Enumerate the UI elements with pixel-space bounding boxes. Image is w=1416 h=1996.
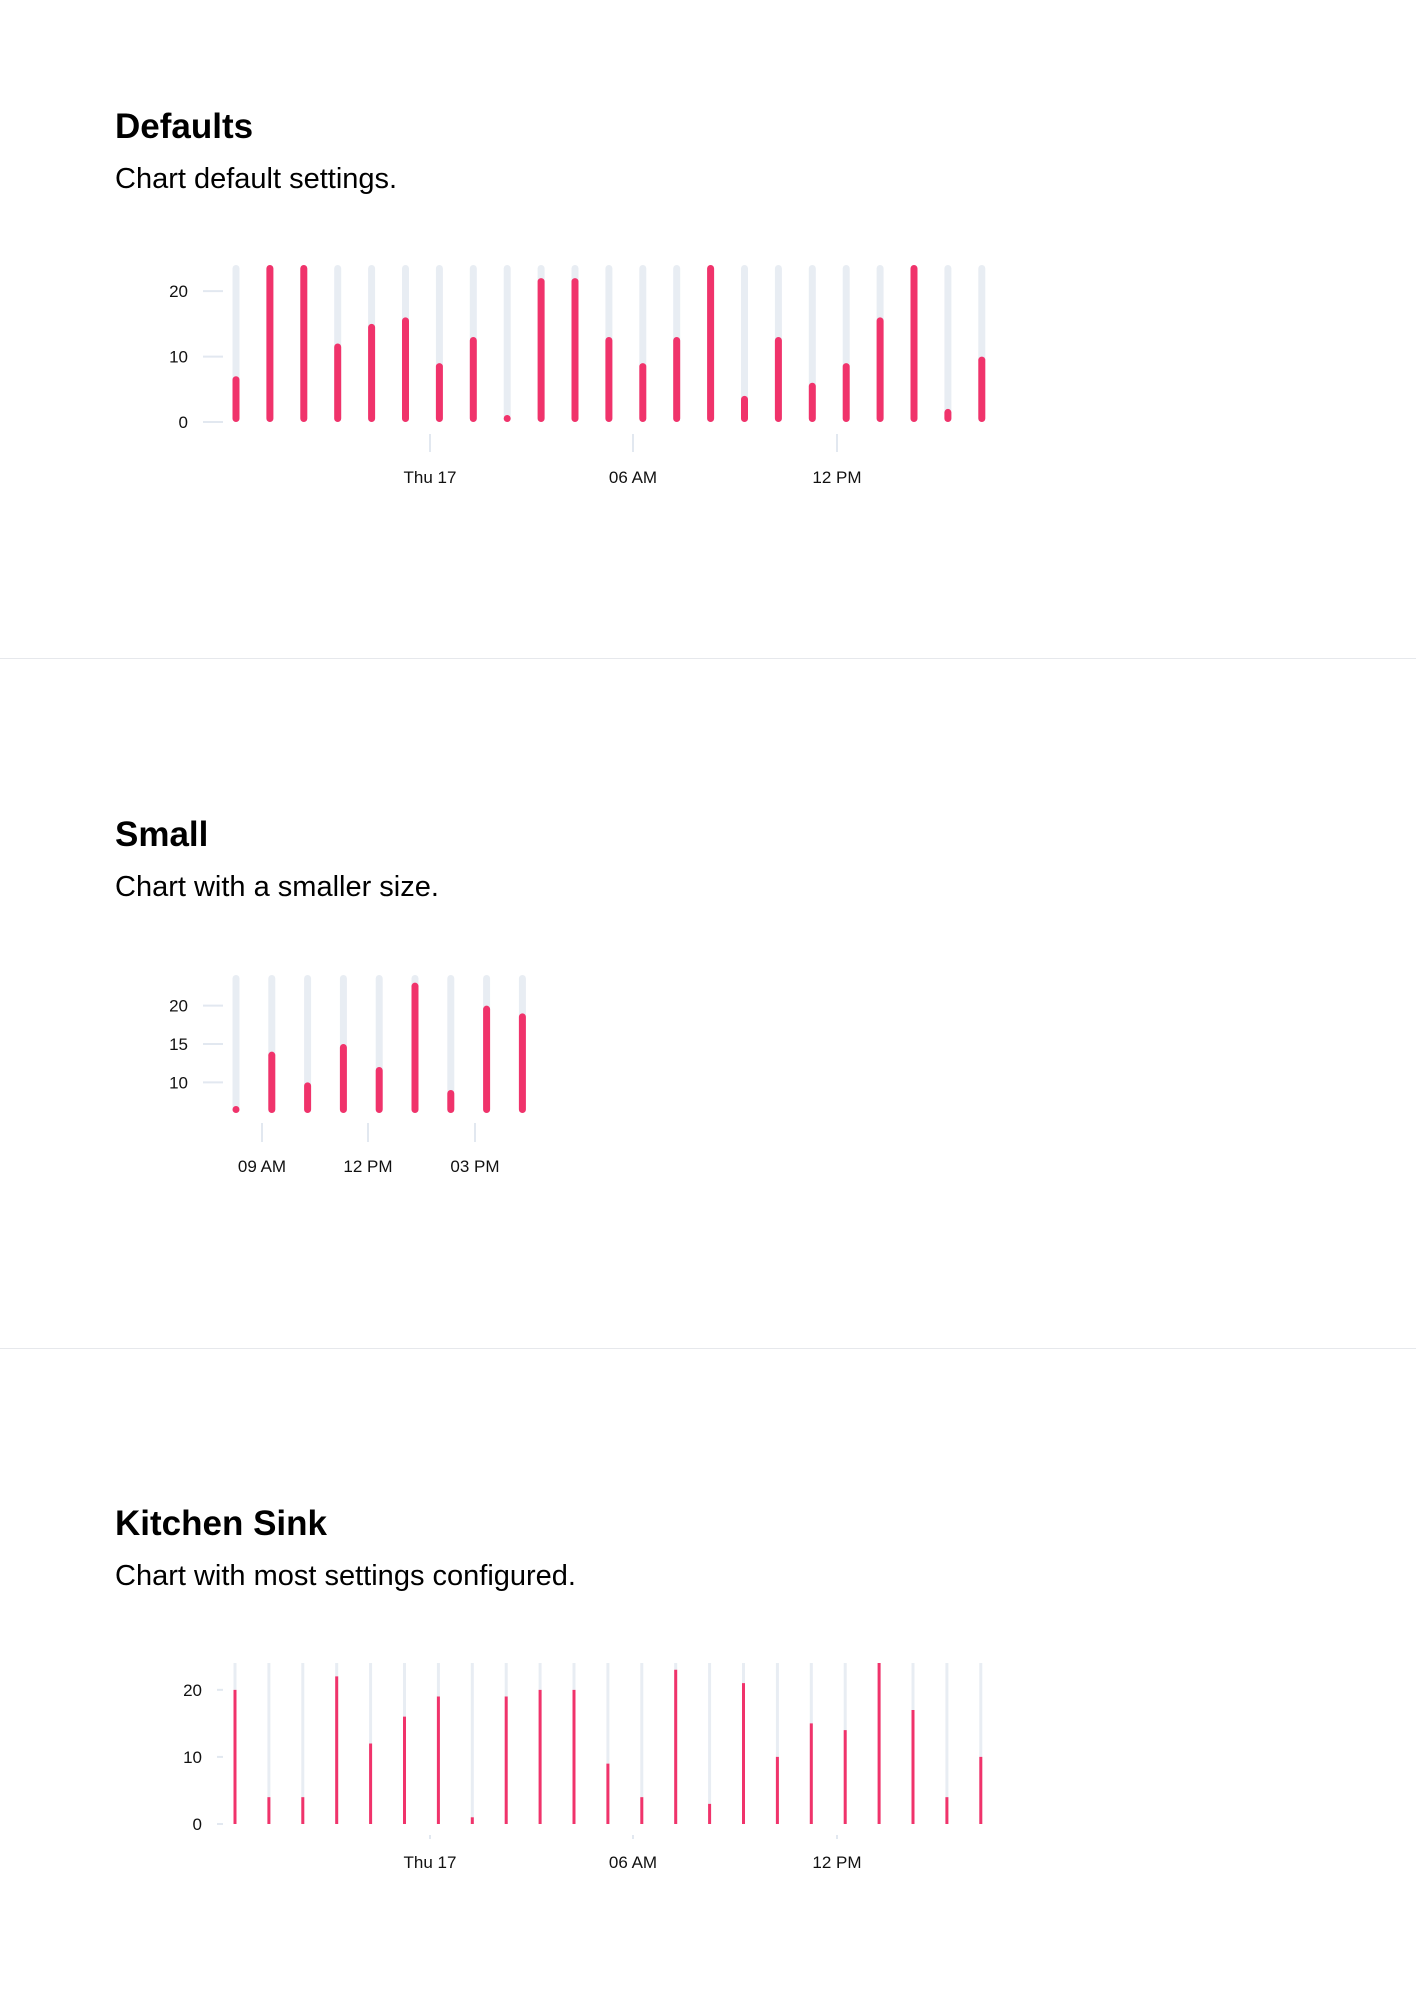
y-axis-tick-label: 0 bbox=[179, 413, 188, 432]
y-axis-tick-label: 15 bbox=[169, 1035, 188, 1054]
section-title: Kitchen Sink bbox=[115, 1504, 327, 1543]
x-axis-tick-label: 06 AM bbox=[609, 1853, 657, 1872]
x-axis-tick-label: Thu 17 bbox=[404, 1853, 457, 1872]
x-axis-tick-label: Thu 17 bbox=[404, 468, 457, 487]
x-axis-tick-label: 12 PM bbox=[812, 1853, 861, 1872]
y-axis-tick-label: 10 bbox=[169, 348, 188, 367]
bar-chart-defaults: 0 10 20 Thu 17 06 AM 12 PM bbox=[169, 265, 986, 487]
y-axis-tick-label: 20 bbox=[183, 1681, 202, 1700]
section-defaults: Defaults Chart default settings. 0 10 20 Th… bbox=[0, 0, 1416, 659]
bar-chart-kitchen-sink: 0 10 20 Thu 17 06 AM 12 PM bbox=[183, 1663, 983, 1872]
y-axis-tick-label: 20 bbox=[169, 282, 188, 301]
section-small: Small Chart with a smaller size. 10 15 20 0… bbox=[0, 659, 1416, 1349]
section-subtitle: Chart default settings. bbox=[115, 163, 398, 195]
section-kitchen-sink: Kitchen Sink Chart with most settings co… bbox=[0, 1349, 1416, 1996]
section-subtitle: Chart with most settings configured. bbox=[115, 1560, 576, 1592]
section-subtitle: Chart with a smaller size. bbox=[115, 871, 439, 903]
y-axis-tick-label: 20 bbox=[169, 997, 188, 1016]
x-axis-tick-label: 12 PM bbox=[343, 1157, 392, 1176]
y-axis-tick-label: 10 bbox=[183, 1748, 202, 1767]
x-axis-tick-label: 03 PM bbox=[450, 1157, 499, 1176]
x-axis-tick-label: 06 AM bbox=[609, 468, 657, 487]
y-axis-tick-label: 0 bbox=[193, 1815, 202, 1834]
bar-chart-small: 10 15 20 09 AM 12 PM 03 PM bbox=[169, 975, 526, 1176]
section-title: Small bbox=[115, 815, 209, 854]
y-axis-tick-label: 10 bbox=[169, 1073, 188, 1092]
section-title: Defaults bbox=[115, 107, 254, 146]
x-axis-tick-label: 09 AM bbox=[238, 1157, 286, 1176]
x-axis-tick-label: 12 PM bbox=[812, 468, 861, 487]
